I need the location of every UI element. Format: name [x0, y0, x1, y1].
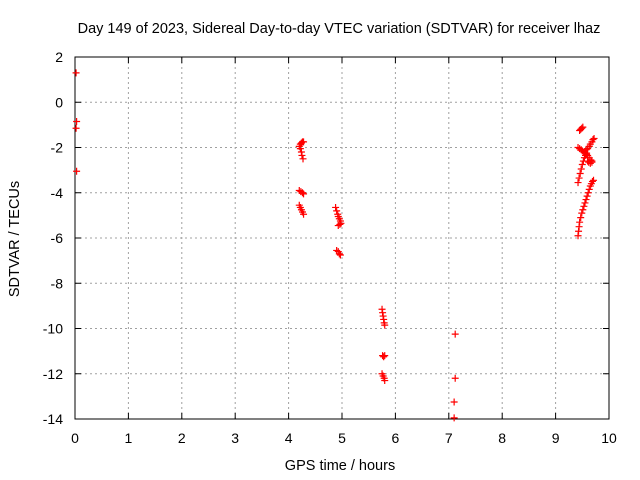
data-point	[576, 170, 584, 178]
data-point	[72, 124, 80, 132]
grid	[75, 57, 609, 419]
data-point	[590, 134, 598, 142]
data-point	[581, 199, 589, 207]
y-tick-label: -6	[51, 230, 64, 246]
x-tick-label: 2	[178, 430, 186, 446]
data-point	[585, 185, 593, 193]
data-point	[579, 206, 587, 214]
x-tick-label: 1	[125, 430, 133, 446]
y-tick-label: -14	[43, 411, 63, 427]
y-tick-label: -12	[43, 366, 63, 382]
x-tick-label: 6	[392, 430, 400, 446]
data-point	[585, 158, 593, 166]
x-tick-label: 8	[498, 430, 506, 446]
chart-title: Day 149 of 2023, Sidereal Day-to-day VTE…	[78, 21, 601, 37]
data-point	[579, 123, 587, 131]
y-tick-label: -4	[51, 185, 64, 201]
data-point	[300, 190, 308, 198]
data-point	[580, 202, 588, 210]
x-axis-label: GPS time / hours	[285, 458, 395, 474]
data-point	[578, 209, 586, 217]
x-tick-label: 0	[71, 430, 79, 446]
x-tick-label: 5	[338, 430, 346, 446]
y-tick-label: -2	[51, 140, 64, 156]
data-point	[333, 207, 341, 215]
data-point	[588, 157, 596, 165]
data-point	[298, 151, 306, 159]
data-point	[335, 250, 343, 258]
x-tick-label: 4	[285, 430, 293, 446]
data-point	[575, 174, 583, 182]
data-point	[582, 196, 590, 204]
data-point	[589, 136, 597, 144]
x-tick-label: 7	[445, 430, 453, 446]
data-point	[332, 203, 340, 211]
data-point	[450, 414, 458, 422]
data-point	[588, 177, 596, 185]
data-point	[299, 155, 307, 163]
axis-ticks	[74, 56, 610, 420]
data-point	[73, 117, 81, 125]
data-point	[590, 176, 598, 184]
data-point	[578, 124, 586, 132]
x-tick-labels: 0 1 2 3 4 5 6 7 8 9 10	[71, 430, 617, 446]
y-tick-label: -8	[51, 275, 64, 291]
data-point	[381, 321, 389, 329]
data-point	[451, 330, 459, 338]
data-point	[577, 165, 585, 173]
data-point	[578, 160, 586, 168]
y-tick-label: 0	[55, 94, 63, 110]
data-point	[584, 189, 592, 197]
data-point	[73, 167, 81, 175]
data-point	[574, 179, 582, 187]
y-tick-labels: -14 -12 -10 -8 -6 -4 -2 0 2	[43, 49, 63, 427]
data-point	[336, 251, 344, 259]
data-point	[336, 220, 344, 228]
data-point	[577, 214, 585, 222]
y-tick-label: 2	[55, 49, 63, 65]
data-point	[334, 222, 342, 230]
x-tick-label: 9	[552, 430, 560, 446]
data-point	[381, 377, 389, 385]
data-series-sdtvar	[72, 69, 598, 422]
data-point	[300, 210, 308, 218]
data-point	[576, 218, 584, 226]
x-tick-label: 10	[601, 430, 617, 446]
data-point	[72, 69, 80, 77]
data-point	[380, 353, 388, 361]
x-tick-label: 3	[231, 430, 239, 446]
data-point	[381, 352, 389, 360]
data-point	[583, 192, 591, 200]
data-point	[451, 374, 459, 382]
data-point	[450, 398, 458, 406]
data-point	[583, 149, 591, 157]
data-point	[298, 189, 306, 197]
y-tick-label: -10	[43, 321, 63, 337]
data-point	[300, 138, 308, 146]
y-axis-label: SDTVAR / TECUs	[7, 181, 23, 297]
